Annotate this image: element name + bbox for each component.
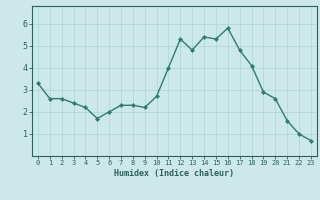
X-axis label: Humidex (Indice chaleur): Humidex (Indice chaleur) <box>115 169 234 178</box>
